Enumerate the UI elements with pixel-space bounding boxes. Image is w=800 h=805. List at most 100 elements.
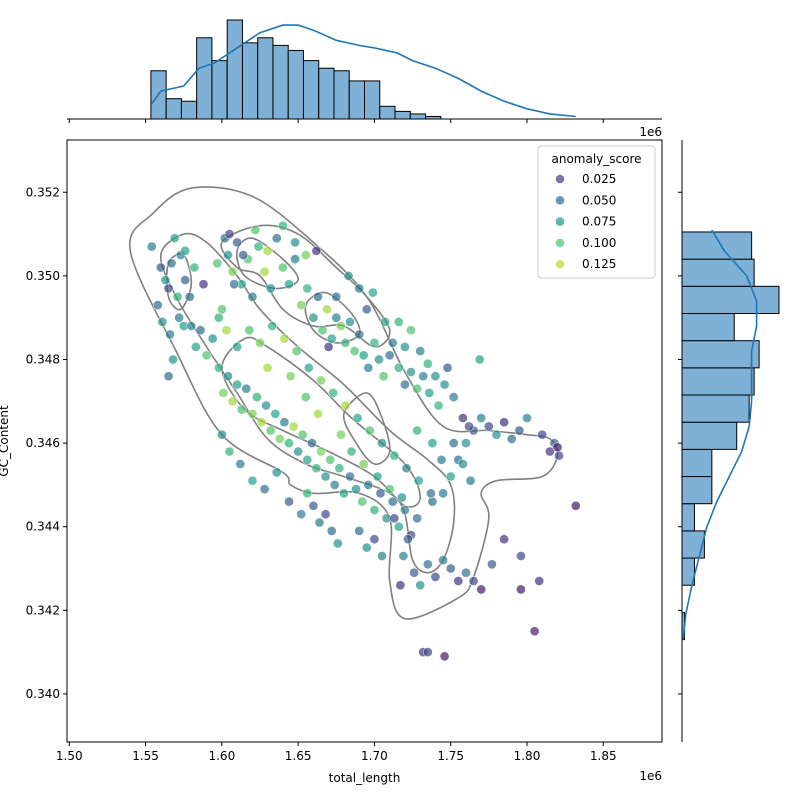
y-tick-label: 0.344 (26, 520, 60, 534)
scatter-point (375, 488, 386, 499)
scatter-point (277, 220, 288, 231)
y-tick-label: 0.352 (26, 185, 60, 199)
scatter-point (453, 576, 464, 586)
scatter-point (354, 283, 365, 294)
scatter-point (311, 463, 322, 474)
scatter-points (146, 220, 581, 662)
scatter-point (325, 454, 336, 465)
x-hist-bar (409, 113, 427, 120)
scatter-point (262, 362, 273, 373)
scatter-point (438, 555, 448, 565)
legend-title: anomaly_score (551, 152, 641, 166)
scatter-point (387, 496, 398, 507)
y-hist-bar (681, 285, 780, 314)
scatter-point (367, 287, 378, 298)
scatter-point (250, 224, 261, 235)
legend-box (537, 145, 656, 279)
scatter-point (168, 354, 178, 365)
scatter-point (270, 408, 281, 419)
scatter-point (491, 429, 502, 440)
scatter-point (328, 387, 339, 398)
scatter-point (369, 337, 380, 348)
x-tick-label: 1.50 (56, 749, 83, 763)
scatter-point (284, 496, 294, 507)
scatter-point (157, 316, 168, 327)
x-hist-bar (364, 80, 381, 120)
scatter-point (189, 262, 200, 273)
scatter-point (529, 626, 540, 637)
scatter-point (406, 367, 416, 377)
scatter-point (267, 321, 278, 331)
scatter-point (244, 325, 255, 336)
scatter-point (255, 337, 265, 348)
scatter-point (506, 433, 517, 444)
scatter-point (277, 262, 288, 273)
scatter-point (340, 337, 351, 348)
x-tick-label: 1.75 (437, 749, 464, 763)
scatter-point (334, 463, 345, 474)
scatter-point (415, 580, 426, 591)
scatter-point (284, 279, 294, 290)
scatter-point (424, 387, 435, 398)
scatter-point (198, 279, 209, 290)
scatter-point (346, 446, 357, 457)
scatter-point (224, 446, 235, 457)
scatter-point (251, 392, 262, 402)
scatter-point (398, 551, 409, 561)
scatter-point (213, 312, 224, 323)
scatter-point (340, 400, 351, 411)
scatter-point (284, 438, 294, 448)
scatter-point (461, 567, 471, 578)
scatter-point (308, 500, 319, 511)
scatter-point (461, 438, 471, 448)
scatter-point (331, 291, 342, 302)
scatter-point (363, 479, 374, 490)
y-hist-bar (681, 503, 695, 532)
scatter-point (169, 233, 180, 244)
scatter-point (396, 492, 407, 503)
scatter-point (545, 446, 555, 457)
x-tick-label: 1.80 (514, 749, 541, 763)
scatter-point (369, 534, 380, 545)
scatter-point (338, 488, 349, 499)
scatter-point (361, 304, 372, 315)
scatter-point (271, 233, 282, 244)
scatter-point (409, 567, 419, 578)
scatter-point (358, 459, 369, 469)
scatter-point (259, 266, 270, 277)
scatter-point (335, 429, 346, 440)
x-hist-bar (241, 42, 259, 120)
scatter-point (223, 371, 233, 382)
scatter-point (180, 275, 191, 285)
y-axis-label: GC_Content (0, 405, 11, 477)
x-offset-label: 1e6 (639, 769, 662, 783)
main-axes-frame (66, 139, 663, 743)
scatter-point (216, 429, 227, 440)
y-kde-line (682, 229, 758, 640)
scatter-point (483, 421, 494, 432)
scatter-point (433, 400, 444, 411)
scatter-point (247, 408, 258, 419)
y-hist-bar (681, 530, 705, 559)
scatter-point (384, 350, 395, 361)
scatter-point (415, 346, 426, 356)
scatter-point (406, 325, 416, 336)
scatter-point (418, 371, 429, 382)
scatter-point (186, 321, 197, 331)
scatter-point (256, 417, 267, 428)
scatter-point (401, 463, 412, 474)
scatter-point (364, 425, 375, 436)
scatter-point (247, 291, 258, 302)
scatter-point (184, 291, 195, 302)
scatter-point (422, 358, 433, 369)
scatter-point (516, 584, 526, 595)
x-hist-bar (196, 37, 213, 120)
scatter-point (516, 551, 526, 561)
legend-label: 0.100 (582, 236, 616, 250)
scatter-point (430, 371, 441, 382)
y-hist-bar (681, 367, 755, 396)
scatter-point (316, 375, 326, 386)
x-tick-label: 1.70 (361, 749, 388, 763)
scatter-point (448, 392, 459, 402)
